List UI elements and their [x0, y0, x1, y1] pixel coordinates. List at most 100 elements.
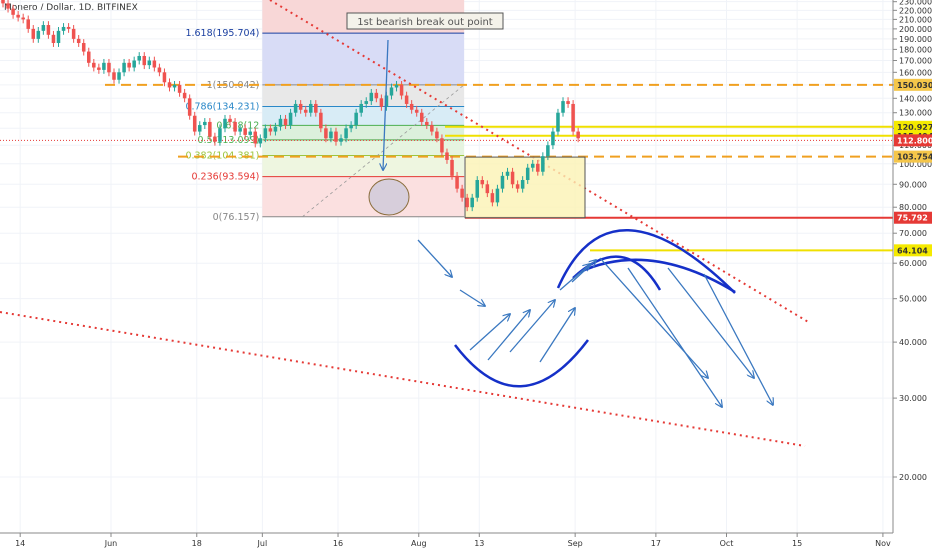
candle-body	[334, 131, 338, 142]
candle-body	[530, 163, 535, 168]
price-tick-label: 100.000	[899, 160, 932, 169]
time-tick-label: Aug	[411, 539, 427, 548]
candle-body	[399, 84, 404, 96]
consolidation-box-rect	[464, 156, 586, 219]
fib-zone	[262, 155, 465, 177]
candle-body	[314, 103, 318, 113]
support-trendline	[0, 311, 806, 447]
price-tick-label: 20.000	[899, 473, 927, 482]
candle-body	[404, 95, 409, 104]
price-tick-label: 170.000	[899, 57, 932, 66]
candle-body	[71, 28, 76, 39]
candle-body	[485, 184, 490, 194]
candle-body	[137, 55, 141, 61]
top-arc-1	[556, 229, 736, 294]
price-label-text: 150.030	[897, 81, 932, 90]
candle-body	[571, 103, 575, 132]
projection-arrow	[571, 260, 596, 283]
candle-body	[142, 55, 147, 66]
candle-body	[515, 184, 520, 189]
candle-body	[435, 131, 439, 139]
candle-body	[566, 101, 570, 104]
fib-level-label: 0.786(134.231)	[185, 101, 259, 112]
time-tick-label: 16	[333, 539, 343, 548]
candle-body	[465, 197, 469, 208]
price-tick-label: 60.000	[899, 259, 927, 268]
candle-body	[455, 175, 459, 189]
candle-body	[480, 180, 485, 185]
projection-arrow	[627, 267, 722, 407]
candle-body	[308, 103, 313, 113]
fib-zone	[262, 33, 465, 85]
fib-zone	[262, 106, 465, 126]
candle-body	[324, 128, 328, 139]
price-label-bg	[894, 150, 932, 163]
fib-level-label: 0.236(93.594)	[191, 172, 259, 183]
price-tick-label: 230.000	[899, 0, 932, 7]
fib-zone	[262, 176, 465, 217]
candle-body	[21, 17, 25, 20]
candle-body	[182, 92, 187, 99]
candle-body	[470, 197, 474, 208]
candle-body	[41, 25, 46, 31]
candle-body	[419, 112, 424, 122]
candle-body	[56, 30, 61, 44]
projection-arrow	[667, 267, 754, 378]
candle-body	[349, 125, 353, 129]
candle-body	[172, 84, 177, 88]
price-tick-label: 130.000	[899, 109, 932, 118]
candle-body	[490, 193, 495, 203]
price-label-text: 64.104	[897, 246, 928, 255]
consolidation-box	[464, 156, 586, 219]
cup-arc	[454, 339, 589, 388]
price-label-bg	[894, 244, 932, 257]
candle-body	[576, 131, 580, 139]
candle-body	[440, 138, 444, 153]
projection-arrow	[703, 273, 773, 405]
candle-body	[354, 112, 358, 126]
candle-body	[425, 121, 429, 126]
candle-body	[11, 8, 15, 15]
time-tick-label: Nov	[875, 539, 891, 548]
candle-body	[505, 171, 510, 176]
candle-body	[1, 0, 5, 4]
candle-body	[293, 103, 298, 113]
candle-body	[66, 26, 71, 29]
price-label-bg	[894, 134, 932, 147]
candle-body	[475, 180, 480, 198]
candle-body	[127, 62, 131, 68]
candle-body	[536, 163, 540, 172]
candle-body	[107, 62, 111, 73]
price-tick-label: 220.000	[899, 6, 932, 15]
candle-body	[344, 128, 348, 139]
price-label-text: 103.754	[897, 153, 932, 162]
fib-level-label: 1(150.042)	[207, 80, 260, 91]
candle-body	[16, 14, 20, 18]
candle-body	[520, 180, 525, 189]
candle-body	[339, 138, 343, 142]
candle-body	[233, 121, 237, 132]
callout-box	[346, 12, 504, 30]
candle-body	[495, 188, 500, 203]
candle-body	[389, 87, 394, 96]
candle-body	[288, 112, 293, 126]
price-tick-label: 140.000	[899, 94, 932, 103]
candle-body	[192, 115, 197, 132]
time-tick-label: 14	[15, 539, 25, 548]
fib-zone	[262, 84, 465, 107]
candle-body	[51, 34, 56, 44]
candle-body	[541, 156, 545, 172]
candle-body	[414, 109, 419, 113]
fib-zone	[262, 125, 465, 140]
candle-body	[445, 152, 449, 160]
candle-body	[81, 43, 86, 52]
candle-body	[450, 159, 454, 176]
candle-body	[92, 62, 96, 68]
price-tick-label: 50.000	[899, 295, 927, 304]
candle-body	[546, 145, 550, 157]
projection-arrow	[559, 264, 590, 291]
candle-body	[298, 103, 303, 110]
candle-body	[223, 118, 227, 129]
price-tick-label: 180.000	[899, 45, 932, 54]
